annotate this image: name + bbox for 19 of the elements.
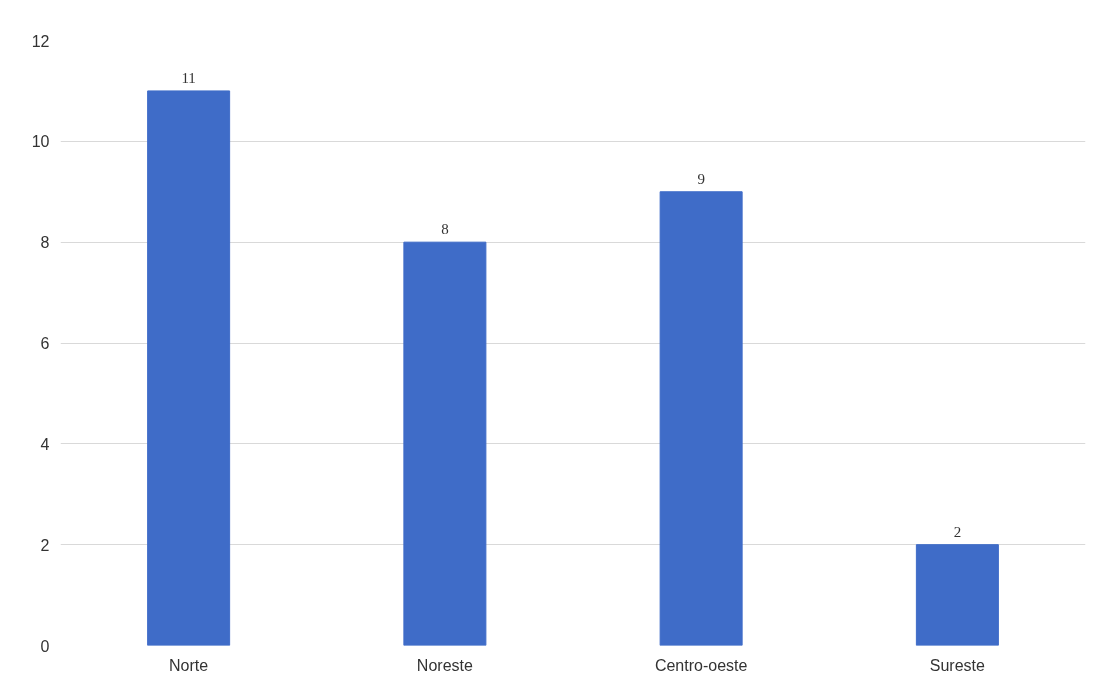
data-label: 11	[181, 69, 196, 86]
data-label: 8	[441, 221, 449, 238]
y-tick-label: 10	[31, 133, 50, 151]
x-tick-label: Sureste	[929, 656, 986, 674]
x-tick-label: Noreste	[416, 656, 473, 674]
bar	[147, 90, 231, 646]
bar	[915, 544, 999, 646]
y-tick-label: 6	[40, 335, 50, 352]
x-tick-label: Norte	[169, 656, 209, 674]
y-tick-label: 4	[40, 435, 50, 453]
bar	[659, 191, 743, 646]
data-label: 2	[953, 523, 962, 540]
y-tick-label: 2	[40, 536, 50, 554]
y-tick-label: 12	[31, 32, 50, 50]
y-tick-label: 8	[40, 234, 50, 252]
x-tick-label: Centro-oeste	[654, 656, 748, 674]
data-label: 9	[697, 170, 705, 187]
bar	[403, 241, 487, 646]
y-tick-label: 0	[40, 637, 50, 655]
